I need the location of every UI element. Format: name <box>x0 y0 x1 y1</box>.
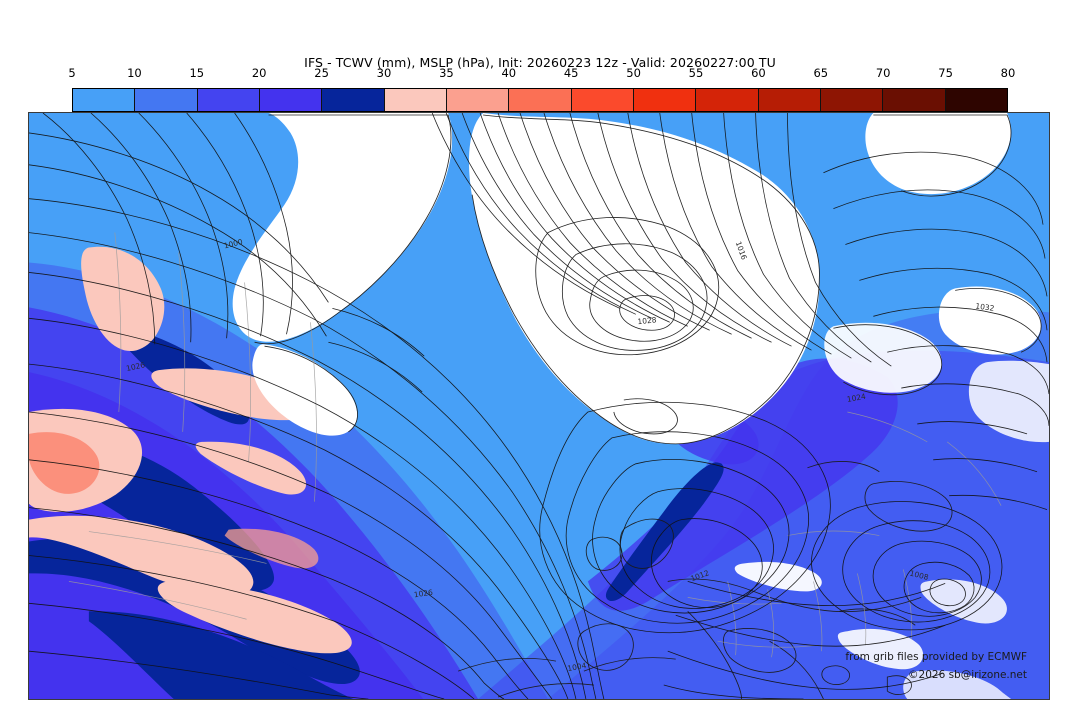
colorbar-bands <box>72 88 1008 112</box>
landmass-labrador <box>252 344 358 436</box>
colorbar-tick-15: 15 <box>189 66 205 80</box>
colorbar-tick-80: 80 <box>1000 66 1016 80</box>
colorbar-tick-60: 60 <box>751 66 766 80</box>
tcwv-band-35-40-core <box>29 432 100 494</box>
political-borders <box>68 232 1002 658</box>
colorbar-band-75-80 <box>945 89 1007 111</box>
map-canvas[interactable]: 1026 1026 1028 1024 1016 1012 1008 1004 … <box>28 112 1050 700</box>
colorbar-tick-45: 45 <box>563 66 579 80</box>
colorbar-tick-75: 75 <box>938 66 953 80</box>
colorbar-tick-40: 40 <box>501 66 517 80</box>
tcwv-band-30-35-c <box>157 581 352 654</box>
colorbar-band-10-15 <box>135 89 198 111</box>
page-title: IFS - TCWV (mm), MSLP (hPa), Init: 20260… <box>304 55 776 70</box>
colorbar-tick-25: 25 <box>314 66 329 80</box>
landmass-novaya-zemlya <box>938 286 1042 355</box>
colorbar-tick-10: 10 <box>127 66 142 80</box>
tcwv-band-25-30-uk <box>605 462 724 602</box>
colorbar-tick-20: 20 <box>251 66 267 80</box>
colorbar-band-70-75 <box>883 89 946 111</box>
landmass-alps <box>734 561 822 592</box>
tcwv-band-30-35-d <box>151 368 310 421</box>
colorbar-ticks: 5 10 15 20 25 30 35 40 45 50 55 60 65 70 75 80 <box>68 66 1015 84</box>
colorbar-tick-30: 30 <box>376 66 392 80</box>
landmass-svalbard <box>865 113 1011 195</box>
isobar-label: 1024 <box>846 392 867 404</box>
colorbar-band-5-10 <box>73 89 136 111</box>
colorbar-band-30-35 <box>384 89 447 111</box>
tcwv-band-30-35-e <box>195 441 307 495</box>
colorbar-tick-50: 50 <box>626 66 641 80</box>
isobar-label: 1008 <box>909 569 930 582</box>
isobar-label: 1026 <box>413 588 433 600</box>
landmass-russia-dry <box>968 360 1049 443</box>
map-svg: 1026 1026 1028 1024 1016 1012 1008 1004 … <box>29 113 1049 699</box>
tcwv-band-35-40-b <box>224 528 319 569</box>
colorbar-band-25-30 <box>322 89 385 111</box>
isobar-label: 1032 <box>975 301 995 313</box>
colorbar-band-60-65 <box>758 89 821 111</box>
colorbar-tick-5: 5 <box>68 66 76 80</box>
colorbar <box>72 88 1008 112</box>
colorbar-band-45-50 <box>571 89 634 111</box>
colorbar-band-15-20 <box>197 89 260 111</box>
colorbar-tick-70: 70 <box>875 66 891 80</box>
landmass-scandinavia-dry <box>824 322 942 393</box>
colorbar-tick-55: 55 <box>688 66 704 80</box>
isobar-label: 1026 <box>125 360 146 373</box>
tcwv-band-30-35-canaries <box>81 246 165 352</box>
colorbar-band-50-55 <box>633 89 697 111</box>
colorbar-tick-35: 35 <box>439 66 454 80</box>
colorbar-tick-65: 65 <box>813 66 829 80</box>
landmass-iceland <box>613 396 678 432</box>
colorbar-band-55-60 <box>696 89 759 111</box>
colorbar-band-20-25 <box>259 89 323 111</box>
coastlines <box>254 114 1042 699</box>
tcwv-band-30-35-b <box>29 515 254 596</box>
tcwv-band-25-30-c <box>88 611 354 699</box>
isobar-label: 1000 <box>223 237 244 250</box>
isobar-label: 1004 <box>567 661 588 673</box>
isobar-label: 1028 <box>637 315 657 326</box>
colorbar-band-35-40 <box>446 89 510 111</box>
colorbar-band-65-70 <box>820 89 884 111</box>
isobars-mslp <box>29 113 1049 699</box>
colorbar-band-40-45 <box>509 89 572 111</box>
